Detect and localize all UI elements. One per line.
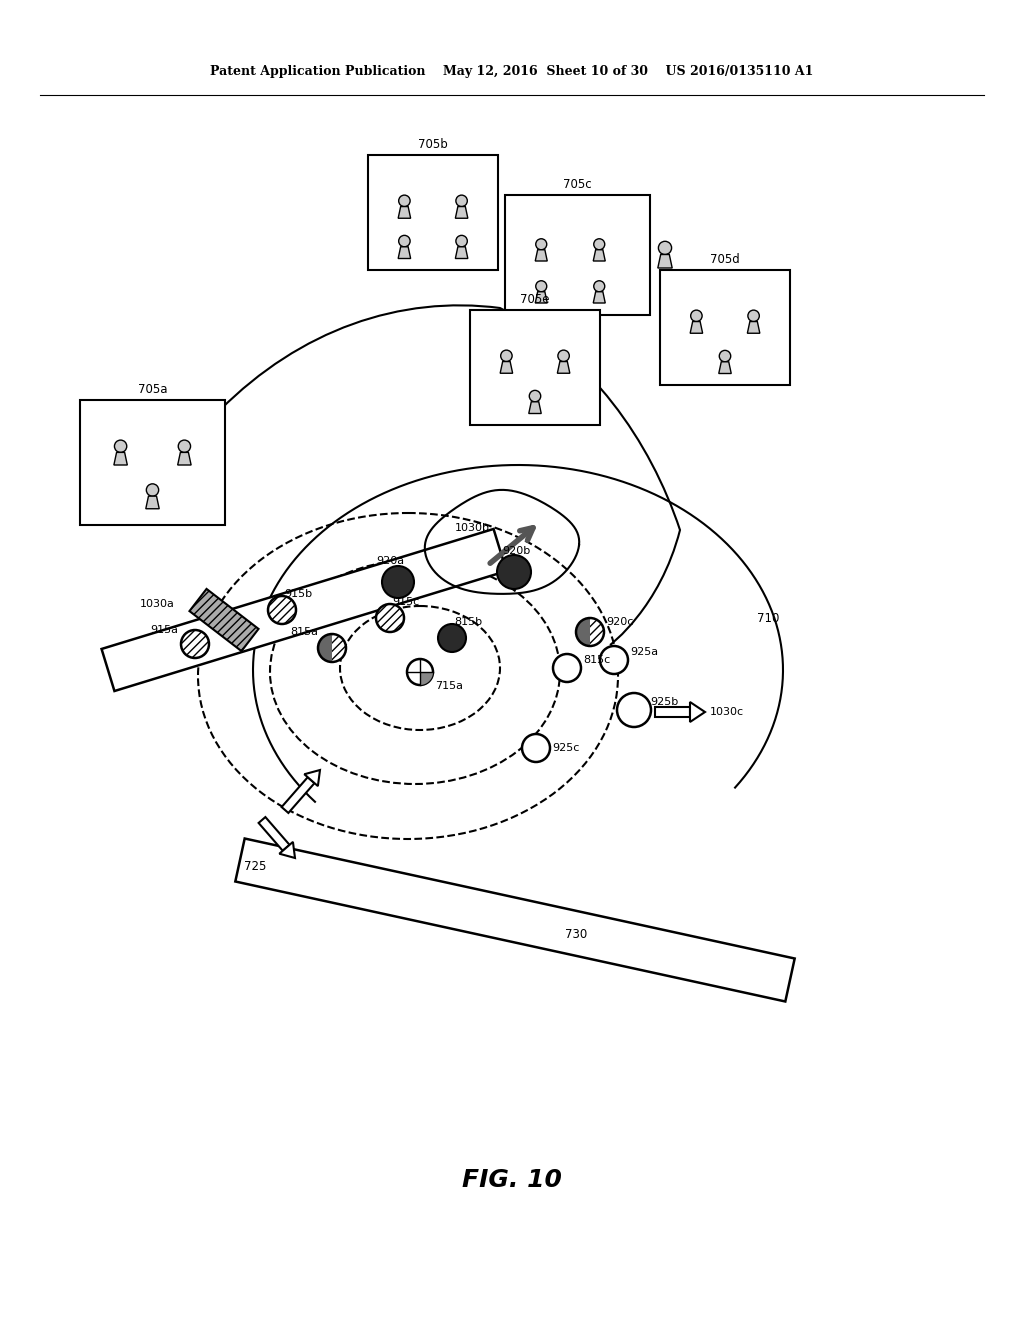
Text: 920a: 920a <box>376 556 404 566</box>
Circle shape <box>529 391 541 401</box>
Circle shape <box>438 624 466 652</box>
Text: 915b: 915b <box>284 589 312 599</box>
Text: 915a: 915a <box>150 624 178 635</box>
Text: 705c: 705c <box>563 178 592 191</box>
Circle shape <box>575 618 604 645</box>
Polygon shape <box>500 362 513 374</box>
Text: 1030b: 1030b <box>455 523 489 533</box>
Circle shape <box>398 195 411 206</box>
Bar <box>470 310 600 425</box>
Text: 705e: 705e <box>520 293 550 306</box>
Text: 715a: 715a <box>435 681 463 690</box>
Polygon shape <box>557 362 569 374</box>
Text: 925c: 925c <box>552 743 580 752</box>
Polygon shape <box>748 322 760 333</box>
Bar <box>80 400 225 525</box>
Circle shape <box>398 235 411 247</box>
Polygon shape <box>536 292 547 304</box>
Polygon shape <box>282 777 314 813</box>
Circle shape <box>456 235 467 247</box>
Circle shape <box>115 440 127 453</box>
Bar <box>368 154 498 271</box>
Circle shape <box>617 693 651 727</box>
Text: 705d: 705d <box>710 253 740 267</box>
Bar <box>660 271 790 385</box>
Polygon shape <box>690 702 705 722</box>
Text: 815b: 815b <box>454 616 482 627</box>
Text: 925a: 925a <box>630 647 658 657</box>
Text: 1030a: 1030a <box>140 599 175 609</box>
Text: 815a: 815a <box>290 627 318 638</box>
Circle shape <box>558 350 569 362</box>
Polygon shape <box>398 247 411 259</box>
Polygon shape <box>318 634 332 663</box>
Text: 730: 730 <box>565 928 587 941</box>
Polygon shape <box>456 247 468 259</box>
Polygon shape <box>398 206 411 218</box>
Text: 815c: 815c <box>583 655 610 665</box>
Circle shape <box>497 554 531 589</box>
Circle shape <box>456 195 467 206</box>
Text: 725: 725 <box>244 861 266 873</box>
Circle shape <box>382 566 414 598</box>
Polygon shape <box>145 496 159 508</box>
Circle shape <box>553 653 581 682</box>
Text: 705b: 705b <box>418 139 447 150</box>
Circle shape <box>268 597 296 624</box>
Polygon shape <box>719 362 731 374</box>
Text: 915c: 915c <box>392 597 419 607</box>
Circle shape <box>719 350 731 362</box>
Polygon shape <box>189 589 258 651</box>
Text: 920c: 920c <box>606 616 634 627</box>
Polygon shape <box>236 838 795 1002</box>
Polygon shape <box>690 322 702 333</box>
Circle shape <box>376 605 404 632</box>
Circle shape <box>536 281 547 292</box>
Polygon shape <box>114 453 127 465</box>
Text: 1030c: 1030c <box>710 708 744 717</box>
Polygon shape <box>593 249 605 261</box>
Text: 920b: 920b <box>502 546 530 556</box>
Text: Patent Application Publication    May 12, 2016  Sheet 10 of 30    US 2016/013511: Patent Application Publication May 12, 2… <box>210 66 814 78</box>
Text: 710: 710 <box>757 611 779 624</box>
Polygon shape <box>101 529 507 692</box>
Circle shape <box>536 239 547 249</box>
Circle shape <box>146 484 159 496</box>
Text: FIG. 10: FIG. 10 <box>462 1168 562 1192</box>
Polygon shape <box>577 618 590 645</box>
Circle shape <box>318 634 346 663</box>
Polygon shape <box>304 770 319 787</box>
Polygon shape <box>657 255 672 268</box>
Polygon shape <box>178 453 191 465</box>
Polygon shape <box>593 292 605 304</box>
Polygon shape <box>456 206 468 218</box>
Circle shape <box>594 239 605 249</box>
Circle shape <box>407 659 433 685</box>
Circle shape <box>594 281 605 292</box>
Circle shape <box>690 310 702 322</box>
Circle shape <box>178 440 190 453</box>
Polygon shape <box>280 842 295 858</box>
Bar <box>505 195 650 315</box>
Polygon shape <box>655 708 690 717</box>
Polygon shape <box>528 401 542 413</box>
Circle shape <box>748 310 760 322</box>
Circle shape <box>501 350 512 362</box>
Circle shape <box>658 242 672 255</box>
Polygon shape <box>420 672 433 685</box>
Text: 925b: 925b <box>650 697 678 708</box>
Circle shape <box>181 630 209 657</box>
Polygon shape <box>259 817 290 851</box>
Circle shape <box>600 645 628 675</box>
Text: 705a: 705a <box>138 383 167 396</box>
Circle shape <box>522 734 550 762</box>
Polygon shape <box>536 249 547 261</box>
